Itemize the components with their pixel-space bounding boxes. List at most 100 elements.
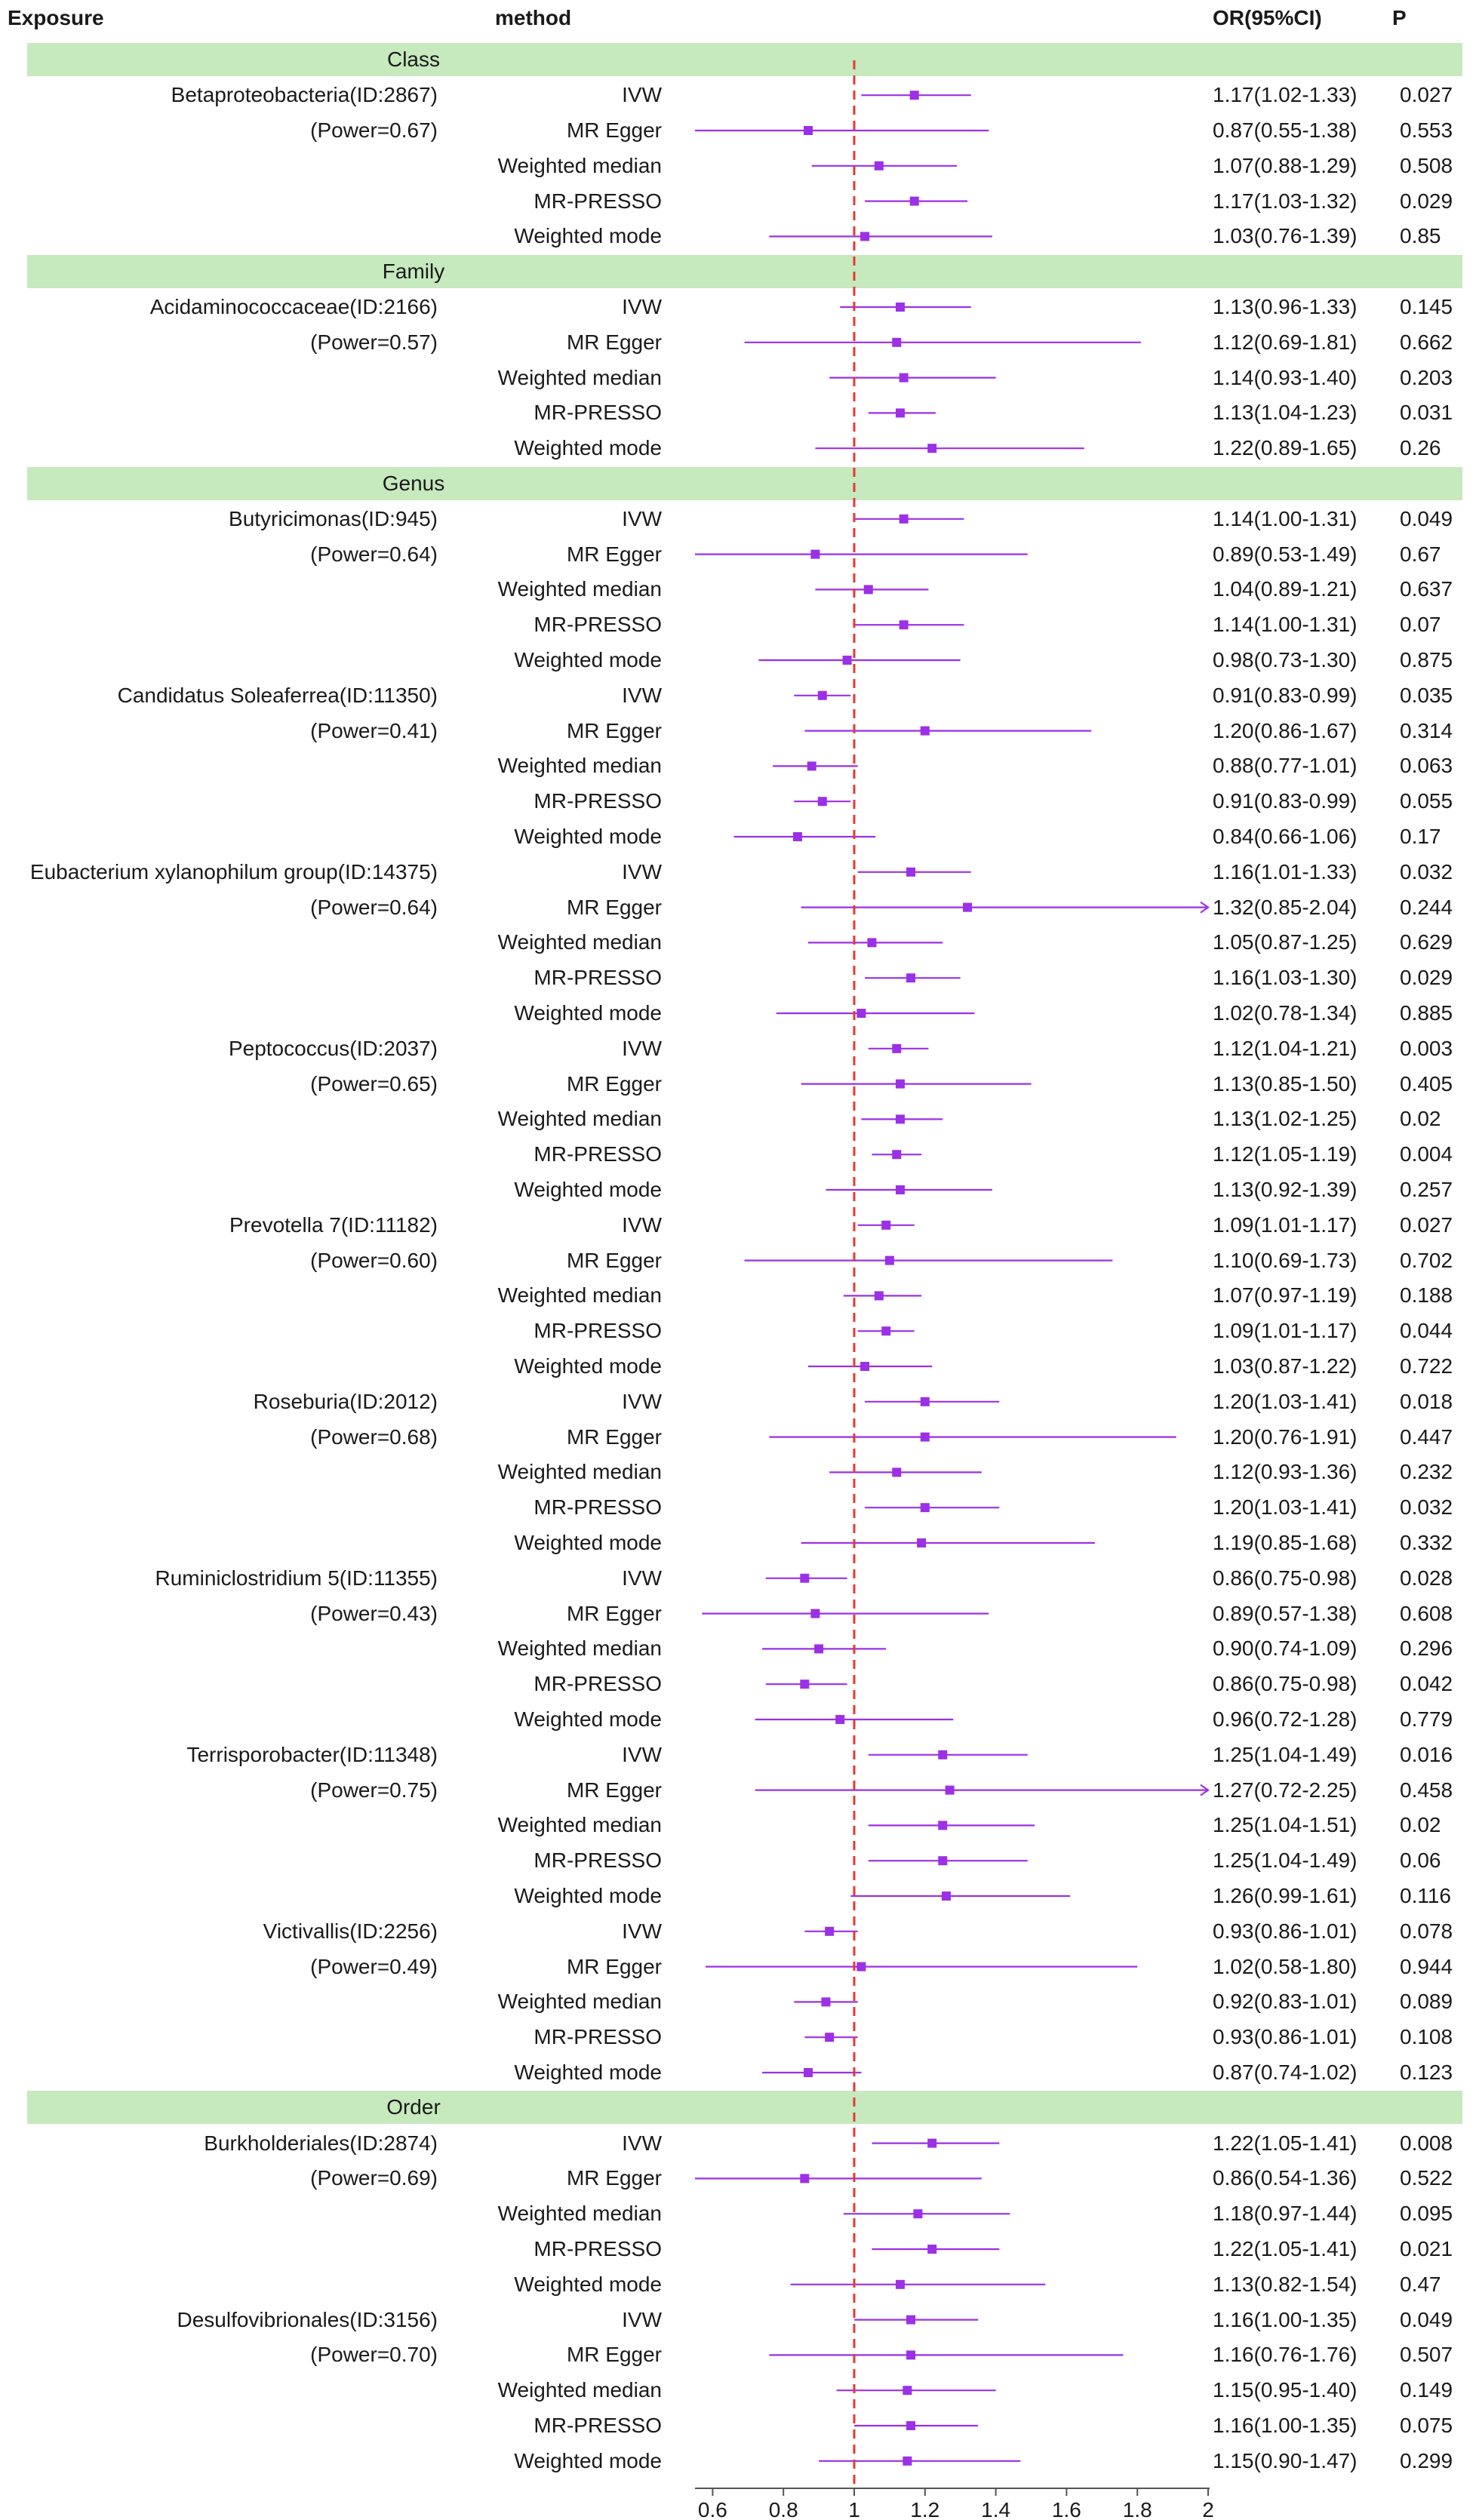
or-ci-value: 1.13(0.92-1.39) [1213, 1178, 1358, 1201]
or-ci-header: OR(95%CI) [1213, 6, 1322, 29]
method-label: MR-PRESSO [534, 966, 662, 990]
exposure-name: Peptococcus(ID:2037) [228, 1036, 438, 1060]
method-label: Weighted median [497, 1460, 662, 1484]
method-label: Weighted mode [514, 648, 662, 671]
p-value: 0.035 [1400, 683, 1453, 707]
p-value: 0.875 [1400, 648, 1453, 671]
group-label: Family [382, 259, 445, 283]
or-ci-value: 1.13(0.96-1.33) [1213, 295, 1358, 318]
method-label: MR Egger [566, 895, 662, 919]
p-value: 0.02 [1400, 1813, 1441, 1837]
point-estimate [895, 2279, 905, 2289]
p-value: 0.044 [1400, 1319, 1453, 1343]
or-ci-value: 1.25(1.04-1.49) [1213, 1849, 1358, 1873]
point-estimate [895, 408, 905, 418]
or-ci-value: 1.02(0.58-1.80) [1213, 1954, 1358, 1978]
x-tick-label: 2 [1202, 2498, 1214, 2520]
point-estimate [800, 2174, 810, 2183]
ci-arrow [1200, 901, 1210, 914]
method-label: MR-PRESSO [534, 401, 662, 425]
point-estimate [917, 1538, 927, 1547]
exposure-power: (Power=0.60) [310, 1248, 438, 1272]
or-ci-value: 1.15(0.90-1.47) [1213, 2448, 1358, 2472]
p-value: 0.507 [1400, 2343, 1453, 2367]
p-value: 0.063 [1400, 754, 1453, 778]
p-value: 0.447 [1400, 1424, 1453, 1449]
method-label: MR Egger [566, 1778, 662, 1802]
method-label: Weighted median [497, 1813, 662, 1837]
point-estimate [821, 1997, 831, 2007]
or-ci-value: 1.17(1.03-1.32) [1213, 189, 1358, 213]
method-label: IVW [622, 1036, 662, 1060]
p-value: 0.702 [1400, 1248, 1453, 1272]
p-value: 0.629 [1400, 930, 1453, 954]
exposure-power: (Power=0.68) [310, 1424, 438, 1449]
method-label: Weighted mode [514, 436, 662, 460]
method-label: Weighted mode [514, 2448, 662, 2472]
point-estimate [856, 1962, 866, 1971]
point-estimate [814, 1644, 824, 1654]
method-label: MR Egger [566, 1954, 662, 1978]
or-ci-value: 1.03(0.87-1.22) [1213, 1354, 1358, 1378]
exposure-name: Roseburia(ID:2012) [253, 1389, 438, 1413]
method-label: MR Egger [566, 718, 662, 742]
p-value: 0.032 [1400, 859, 1453, 884]
p-value-header: P [1392, 6, 1407, 29]
method-label: Weighted median [497, 2378, 662, 2402]
or-ci-value: 1.16(1.03-1.30) [1213, 966, 1358, 990]
method-label: IVW [622, 1212, 662, 1237]
point-estimate [906, 2421, 916, 2430]
method-label: MR Egger [566, 1424, 662, 1449]
point-estimate [913, 2209, 923, 2219]
point-estimate [927, 444, 937, 453]
p-value: 0.314 [1400, 718, 1453, 742]
or-ci-value: 1.22(0.89-1.65) [1213, 436, 1358, 460]
exposure-name: Burkholderiales(ID:2874) [204, 2131, 438, 2155]
or-ci-value: 1.16(0.76-1.76) [1213, 2343, 1358, 2367]
p-value: 0.779 [1400, 1707, 1453, 1731]
or-ci-value: 0.84(0.66-1.06) [1213, 825, 1358, 848]
or-ci-value: 1.12(0.93-1.36) [1213, 1460, 1358, 1484]
point-estimate [860, 232, 870, 241]
ci-arrow [1200, 1784, 1210, 1796]
group-band: Family [27, 254, 1462, 288]
point-estimate [895, 1185, 905, 1194]
x-tick-label: 1 [848, 2498, 860, 2520]
or-ci-value: 1.07(0.88-1.29) [1213, 153, 1358, 177]
point-estimate [825, 2033, 835, 2042]
method-label: IVW [622, 2131, 662, 2155]
p-value: 0.662 [1400, 330, 1453, 354]
method-label: MR Egger [566, 2166, 662, 2190]
method-label: Weighted median [497, 754, 662, 778]
point-estimate [927, 2138, 937, 2148]
point-estimate [906, 2350, 916, 2360]
p-value: 0.244 [1400, 895, 1453, 919]
point-estimate [963, 902, 973, 912]
exposure-name: Ruminiclostridium 5(ID:11355) [155, 1566, 438, 1590]
method-label: Weighted mode [514, 825, 662, 848]
exposure-power: (Power=0.57) [310, 330, 438, 354]
method-label: Weighted mode [514, 2272, 662, 2296]
point-estimate [920, 726, 930, 736]
point-estimate [938, 1821, 948, 1830]
point-estimate [842, 656, 852, 665]
or-ci-value: 1.04(0.89-1.21) [1213, 577, 1358, 601]
p-value: 0.608 [1400, 1601, 1453, 1625]
p-value: 0.123 [1400, 2061, 1453, 2084]
or-ci-value: 1.13(0.85-1.50) [1213, 1071, 1358, 1096]
x-tick-label: 1.8 [1123, 2498, 1152, 2520]
point-estimate [867, 938, 877, 948]
point-estimate [895, 1079, 905, 1089]
exposure-power: (Power=0.43) [310, 1601, 438, 1625]
method-label: Weighted median [497, 1990, 662, 2014]
or-ci-value: 0.86(0.54-1.36) [1213, 2166, 1358, 2190]
or-ci-value: 1.15(0.95-1.40) [1213, 2378, 1358, 2402]
method-label: MR-PRESSO [534, 1319, 662, 1343]
point-estimate [906, 973, 916, 983]
or-ci-value: 1.17(1.02-1.33) [1213, 83, 1358, 107]
p-value: 0.116 [1400, 1884, 1451, 1907]
p-value: 0.17 [1400, 825, 1441, 848]
or-ci-value: 1.09(1.01-1.17) [1213, 1319, 1358, 1343]
point-estimate [817, 690, 827, 700]
